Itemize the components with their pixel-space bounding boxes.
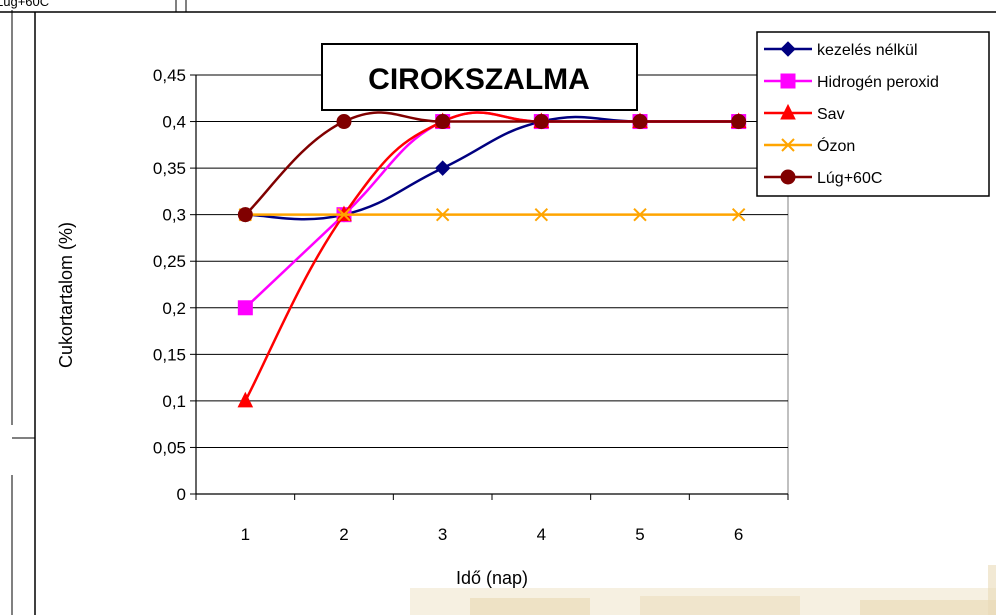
series-4 [238, 207, 746, 222]
x-tick-label: 5 [635, 525, 644, 544]
x-tick-labels: 1 2 3 4 5 6 [241, 525, 744, 544]
data-point-stroke [534, 207, 549, 222]
data-point-stroke [435, 207, 450, 222]
legend-marker [780, 73, 796, 89]
x-tick-label: 1 [241, 525, 250, 544]
data-point-stroke [731, 207, 746, 222]
gridlines [195, 74, 789, 495]
legend-label: Ózon [817, 136, 855, 155]
y-tick-label: 0,2 [162, 299, 186, 318]
data-point [534, 207, 549, 222]
legend-marker [781, 138, 795, 152]
data-point-stroke [633, 207, 647, 222]
data-point [237, 207, 253, 223]
plot-area [195, 74, 789, 495]
data-point [632, 114, 648, 130]
legend: kezelés nélkül Hidrogén peroxid Sav Ózon Lúg… [756, 31, 990, 197]
data-point [237, 391, 254, 408]
x-tick-label: 4 [537, 525, 546, 544]
y-tick-labels: 0 0,05 0,1 0,15 0,2 0,25 0,3 0,35 0,4 0,45 [153, 66, 186, 504]
axes [190, 74, 789, 500]
data-point-stroke [337, 207, 351, 222]
legend-marker [780, 169, 796, 185]
legend-marker [780, 41, 796, 57]
data-point [731, 114, 747, 130]
y-tick-label: 0,1 [162, 392, 186, 411]
y-tick-label: 0,25 [153, 252, 186, 271]
data-point [633, 207, 647, 222]
data-point [533, 114, 549, 130]
data-point [336, 114, 352, 130]
chart-title: CIROKSZALMA [368, 63, 590, 96]
y-tick-label: 0,05 [153, 438, 186, 457]
legend-entry: Ózon [764, 136, 855, 155]
series-layer [237, 111, 747, 408]
chart-title-box: CIROKSZALMA [321, 43, 638, 111]
data-point [731, 207, 746, 222]
x-tick-label: 2 [339, 525, 348, 544]
legend-label: Sav [817, 106, 845, 123]
y-tick-label: 0 [177, 485, 186, 504]
legend-label: kezelés nélkül [817, 42, 918, 59]
legend-entry: kezelés nélkül [764, 41, 918, 59]
y-tick-label: 0,4 [162, 113, 186, 132]
data-point [337, 207, 351, 222]
series-5 [237, 111, 747, 223]
y-tick-label: 0,45 [153, 66, 186, 85]
y-tick-label: 0,15 [153, 345, 186, 364]
x-tick-label: 3 [438, 525, 447, 544]
legend-label: Lúg+60C [817, 170, 882, 187]
corner-label: Lúg+60C [0, 0, 49, 9]
y-tick-label: 0,3 [162, 206, 186, 225]
y-tick-label: 0,35 [153, 159, 186, 178]
data-point [434, 160, 451, 176]
y-axis-label: Cukortartalom (%) [56, 222, 76, 368]
legend-entry: Sav [764, 103, 845, 123]
legend-entry: Lúg+60C [764, 169, 882, 187]
legend-entry: Hidrogén peroxid [764, 73, 939, 91]
legend-marker-stroke [781, 138, 795, 152]
data-point [435, 207, 450, 222]
data-point [435, 114, 451, 130]
x-tick-label: 6 [734, 525, 743, 544]
data-point [237, 300, 253, 316]
x-axis-label: Idő (nap) [456, 568, 528, 588]
legend-marker [780, 103, 796, 120]
legend-label: Hidrogén peroxid [817, 74, 939, 91]
